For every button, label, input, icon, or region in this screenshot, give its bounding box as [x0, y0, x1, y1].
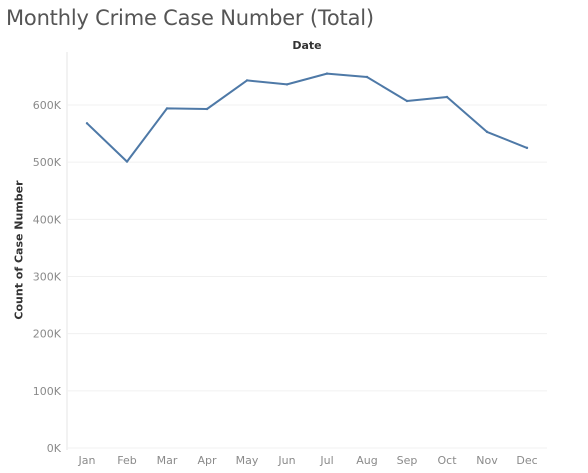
data-point — [485, 130, 489, 134]
data-point — [165, 107, 169, 110]
data-point — [125, 160, 129, 163]
y-tick-label: 500K — [33, 156, 62, 169]
data-point — [245, 79, 249, 82]
data-point — [285, 83, 289, 86]
x-tick-label: Sep — [397, 454, 418, 467]
data-point — [405, 99, 409, 103]
y-axis-ticks: 0K 100K 200K 300K 400K 500K 600K — [33, 99, 62, 455]
data-point — [85, 122, 89, 125]
y-tick-label: 400K — [33, 213, 62, 226]
x-axis-title: Date — [292, 39, 322, 52]
x-tick-label: Oct — [437, 454, 457, 467]
x-tick-label: Dec — [516, 454, 537, 467]
x-tick-label: Aug — [356, 454, 377, 467]
data-point — [445, 95, 449, 99]
data-point — [205, 107, 209, 111]
data-point — [325, 72, 329, 75]
data-point — [525, 146, 529, 150]
y-tick-label: 0K — [47, 442, 62, 455]
y-tick-label: 300K — [33, 271, 62, 284]
y-tick-label: 200K — [33, 328, 62, 341]
x-tick-label: May — [236, 454, 259, 467]
y-tick-label: 600K — [33, 99, 62, 112]
x-tick-label: Jun — [277, 454, 295, 467]
x-tick-label: Nov — [476, 454, 498, 467]
y-tick-label: 100K — [33, 385, 62, 398]
chart-title: Monthly Crime Case Number (Total) — [6, 6, 374, 30]
x-axis-ticks: Jan Feb Mar Apr May Jun Jul Aug Sep Oct Nov Dec — [78, 454, 538, 467]
series-group — [85, 72, 529, 163]
x-tick-label: Apr — [197, 454, 217, 467]
x-tick-label: Feb — [117, 454, 136, 467]
x-tick-label: Jan — [78, 454, 96, 467]
data-point — [365, 75, 369, 79]
x-tick-label: Mar — [157, 454, 178, 467]
gridlines — [66, 52, 547, 450]
series-line — [86, 72, 528, 163]
x-tick-label: Jul — [319, 454, 333, 467]
